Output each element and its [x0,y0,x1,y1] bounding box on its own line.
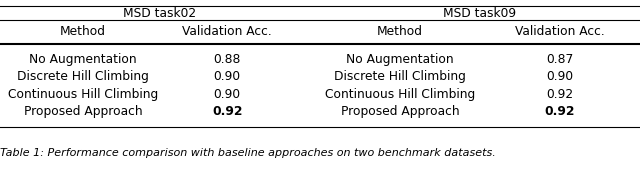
Text: 0.90: 0.90 [547,70,573,83]
Text: 0.90: 0.90 [214,88,241,101]
Text: MSD task09: MSD task09 [444,7,516,20]
Text: No Augmentation: No Augmentation [29,53,137,66]
Text: Method: Method [377,25,423,38]
Text: Validation Acc.: Validation Acc. [515,25,605,38]
Text: 0.92: 0.92 [212,105,243,118]
Text: Continuous Hill Climbing: Continuous Hill Climbing [8,88,158,101]
Text: 0.92: 0.92 [545,105,575,118]
Text: Proposed Approach: Proposed Approach [24,105,143,118]
Text: Validation Acc.: Validation Acc. [182,25,272,38]
Text: 0.92: 0.92 [547,88,573,101]
Text: Discrete Hill Climbing: Discrete Hill Climbing [334,70,466,83]
Text: No Augmentation: No Augmentation [346,53,454,66]
Text: 0.87: 0.87 [547,53,573,66]
Text: MSD task02: MSD task02 [124,7,196,20]
Text: Discrete Hill Climbing: Discrete Hill Climbing [17,70,149,83]
Text: Proposed Approach: Proposed Approach [340,105,460,118]
Text: Table 1: Performance comparison with baseline approaches on two benchmark datase: Table 1: Performance comparison with bas… [0,148,496,158]
Text: 0.90: 0.90 [214,70,241,83]
Text: Method: Method [60,25,106,38]
Text: Continuous Hill Climbing: Continuous Hill Climbing [325,88,475,101]
Text: 0.88: 0.88 [214,53,241,66]
